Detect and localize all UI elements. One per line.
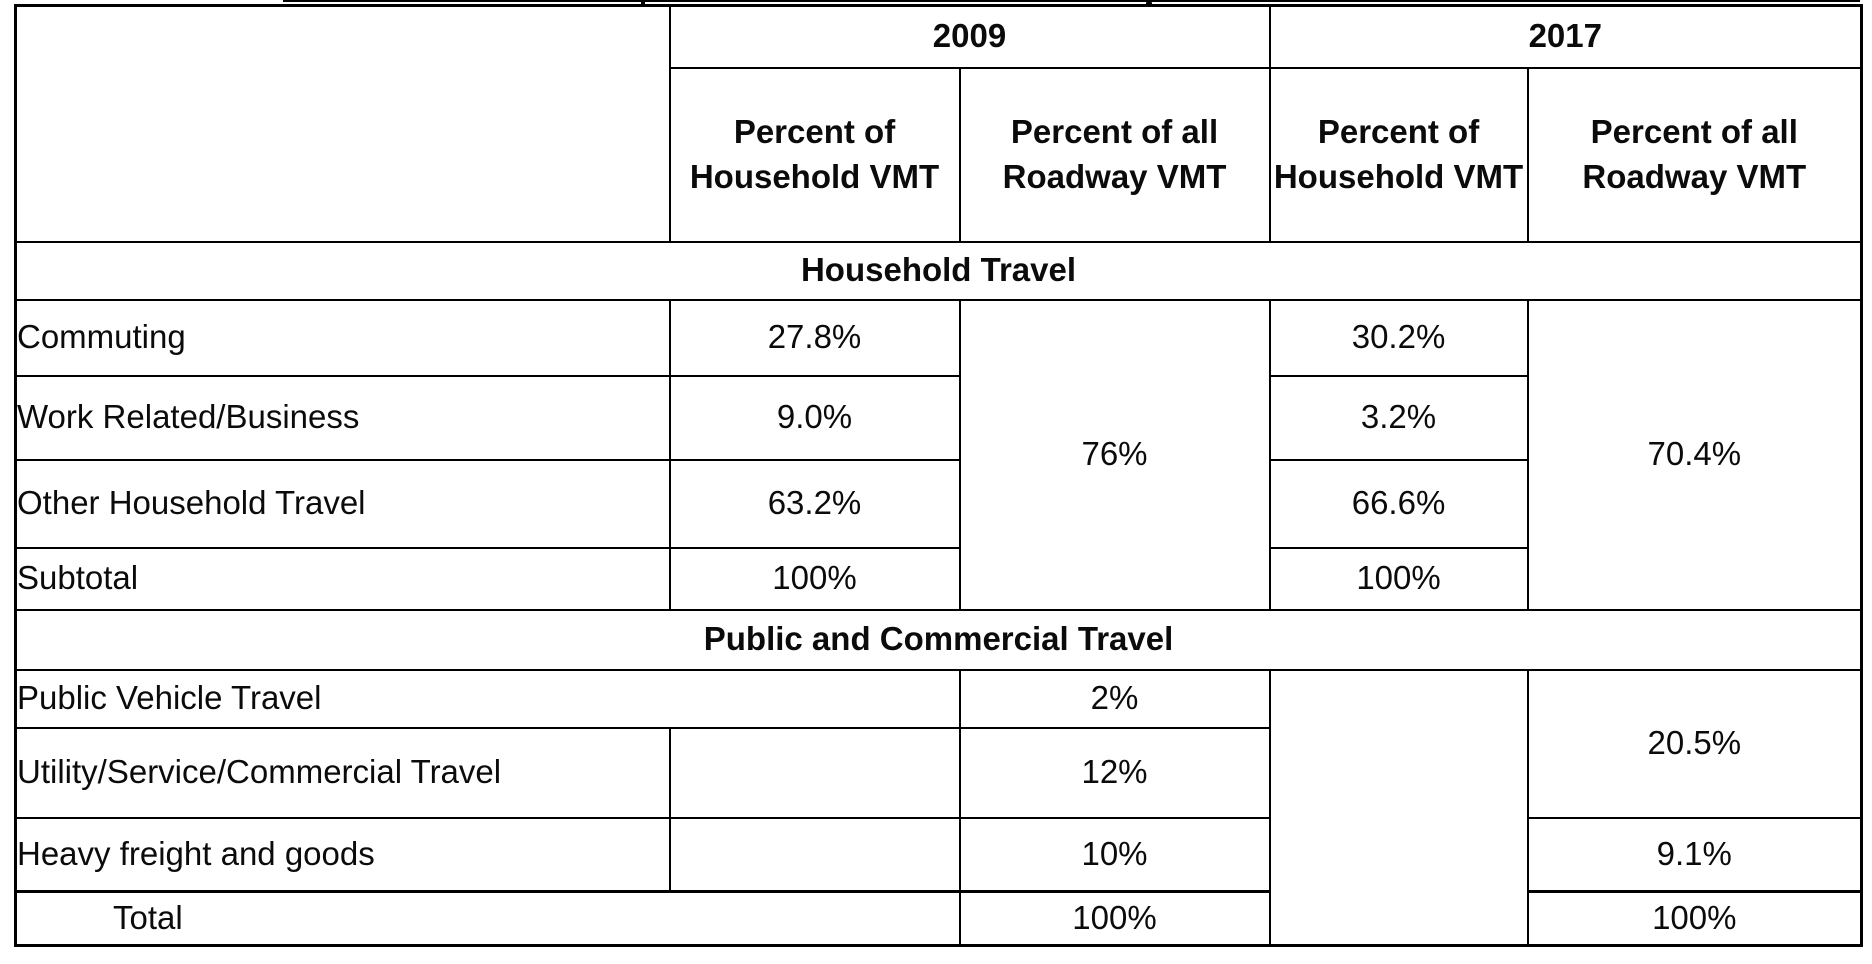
row-label-other-household-travel: Other Household Travel xyxy=(14,458,671,549)
value-work-related-hh-2009: 9.0% xyxy=(668,374,961,461)
corner-empty-cell xyxy=(14,4,671,243)
value-subtotal-hh-2009: 100% xyxy=(668,546,961,611)
year-header-2017: 2017 xyxy=(1268,4,1863,69)
value-household-roadway-2017: 70.4% xyxy=(1526,298,1863,611)
value-subtotal-hh-2017: 100% xyxy=(1268,546,1529,611)
value-heavy-freight-roadway-2017: 9.1% xyxy=(1526,816,1863,893)
value-other-household-hh-2017: 66.6% xyxy=(1268,458,1529,549)
value-total-roadway-2009: 100% xyxy=(958,890,1271,947)
value-public-vehicle-roadway-2009: 2% xyxy=(958,668,1271,729)
empty-heavy-freight-hh-2009 xyxy=(668,816,961,893)
col-header-2009-household-vmt: Percent of Household VMT xyxy=(668,66,961,243)
row-label-public-vehicle-travel: Public Vehicle Travel xyxy=(14,668,961,729)
value-total-roadway-2017: 100% xyxy=(1526,890,1863,947)
value-commuting-hh-2017: 30.2% xyxy=(1268,298,1529,377)
row-label-heavy-freight: Heavy freight and goods xyxy=(14,816,671,893)
row-label-commuting: Commuting xyxy=(14,298,671,377)
section-header-household-travel: Household Travel xyxy=(14,240,1863,301)
vmt-comparison-table: 2009 2017 Percent of Household VMT Perce… xyxy=(14,4,1864,947)
value-public-utility-roadway-2017: 20.5% xyxy=(1526,668,1863,819)
section-header-public-commercial-travel: Public and Commercial Travel xyxy=(14,608,1863,671)
empty-utility-hh-2009 xyxy=(668,726,961,819)
col-header-2009-roadway-vmt: Percent of all Roadway VMT xyxy=(958,66,1271,243)
col-header-2017-household-vmt: Percent of Household VMT xyxy=(1268,66,1529,243)
value-heavy-freight-roadway-2009: 10% xyxy=(958,816,1271,893)
value-commuting-hh-2009: 27.8% xyxy=(668,298,961,377)
empty-public-commercial-hh-2017 xyxy=(1268,668,1529,947)
year-header-2009: 2009 xyxy=(668,4,1271,69)
value-work-related-hh-2017: 3.2% xyxy=(1268,374,1529,461)
row-label-work-related-business: Work Related/Business xyxy=(14,374,671,461)
row-label-utility-service-commercial: Utility/Service/Commercial Travel xyxy=(14,726,671,819)
row-label-subtotal: Subtotal xyxy=(14,546,671,611)
value-utility-roadway-2009: 12% xyxy=(958,726,1271,819)
col-header-2017-roadway-vmt: Percent of all Roadway VMT xyxy=(1526,66,1863,243)
caption-baseline-fragment xyxy=(283,0,1860,2)
row-label-total: Total xyxy=(14,890,961,947)
value-household-roadway-2009: 76% xyxy=(958,298,1271,611)
value-other-household-hh-2009: 63.2% xyxy=(668,458,961,549)
